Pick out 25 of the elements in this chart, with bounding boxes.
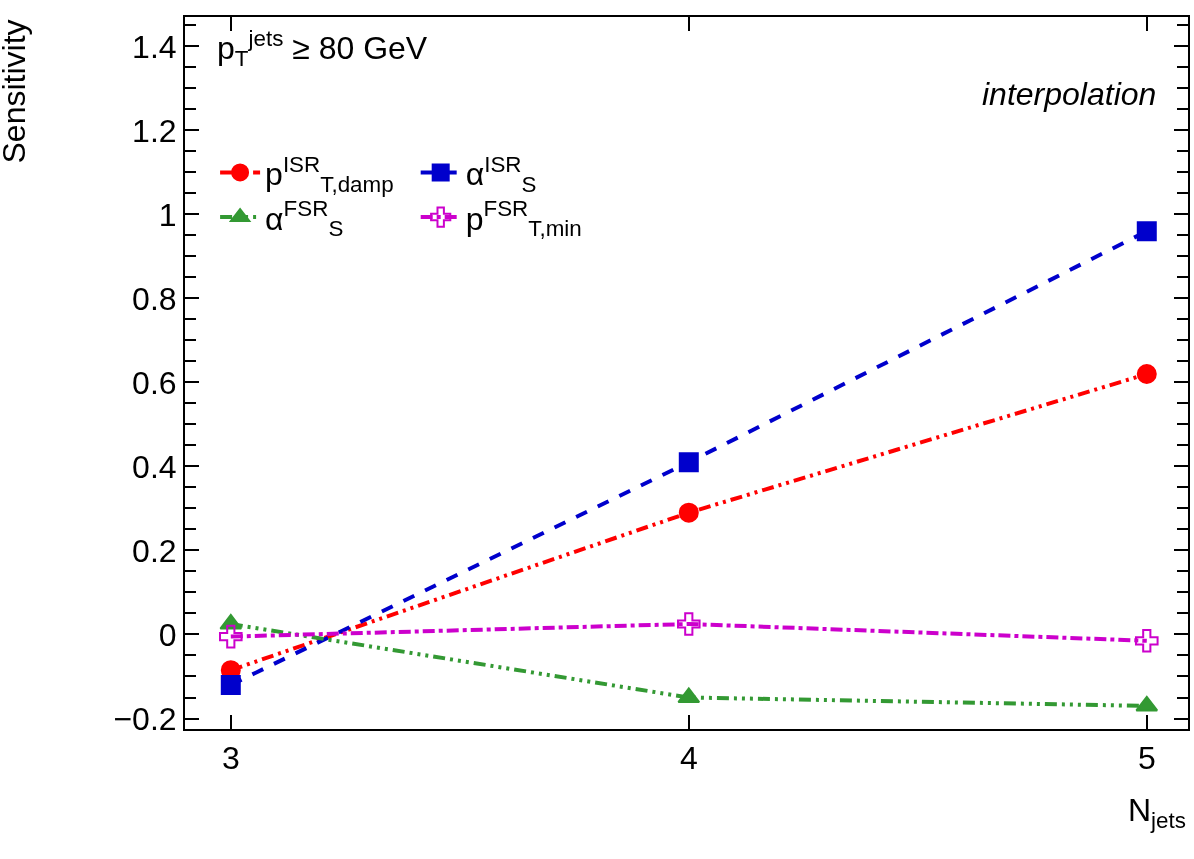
y-tick-label: 1.2: [132, 112, 177, 149]
x-tick-label: 4: [679, 740, 698, 777]
point: [676, 612, 701, 636]
y-tick-label: 1: [158, 196, 177, 233]
y-tick-label: 0.4: [132, 448, 177, 485]
annotation: p$_{T}$$^{jets}$ ≥ 80 GeV: [217, 26, 428, 72]
y-tick-label: 1.4: [132, 28, 177, 65]
point: [1135, 695, 1159, 712]
y-tick-label: 0.2: [132, 532, 177, 569]
x-axis-title: N$_{jets}$: [1128, 792, 1186, 833]
y-tick-label: 0.6: [132, 364, 177, 401]
point: [678, 502, 699, 523]
point: [219, 624, 243, 649]
point: [1136, 221, 1157, 242]
point: [1136, 364, 1157, 385]
y-tick-label: 0.8: [132, 280, 177, 317]
y-tick-label: −0.2: [113, 700, 177, 737]
y-tick-label: 0: [158, 616, 177, 653]
x-tick-label: 5: [1137, 740, 1156, 777]
point: [220, 674, 241, 695]
point: [1134, 628, 1159, 653]
y-axis-title: Sensitivity: [0, 19, 33, 164]
annotation: interpolation: [982, 76, 1157, 112]
point: [678, 452, 699, 473]
x-tick-label: 3: [221, 740, 240, 777]
